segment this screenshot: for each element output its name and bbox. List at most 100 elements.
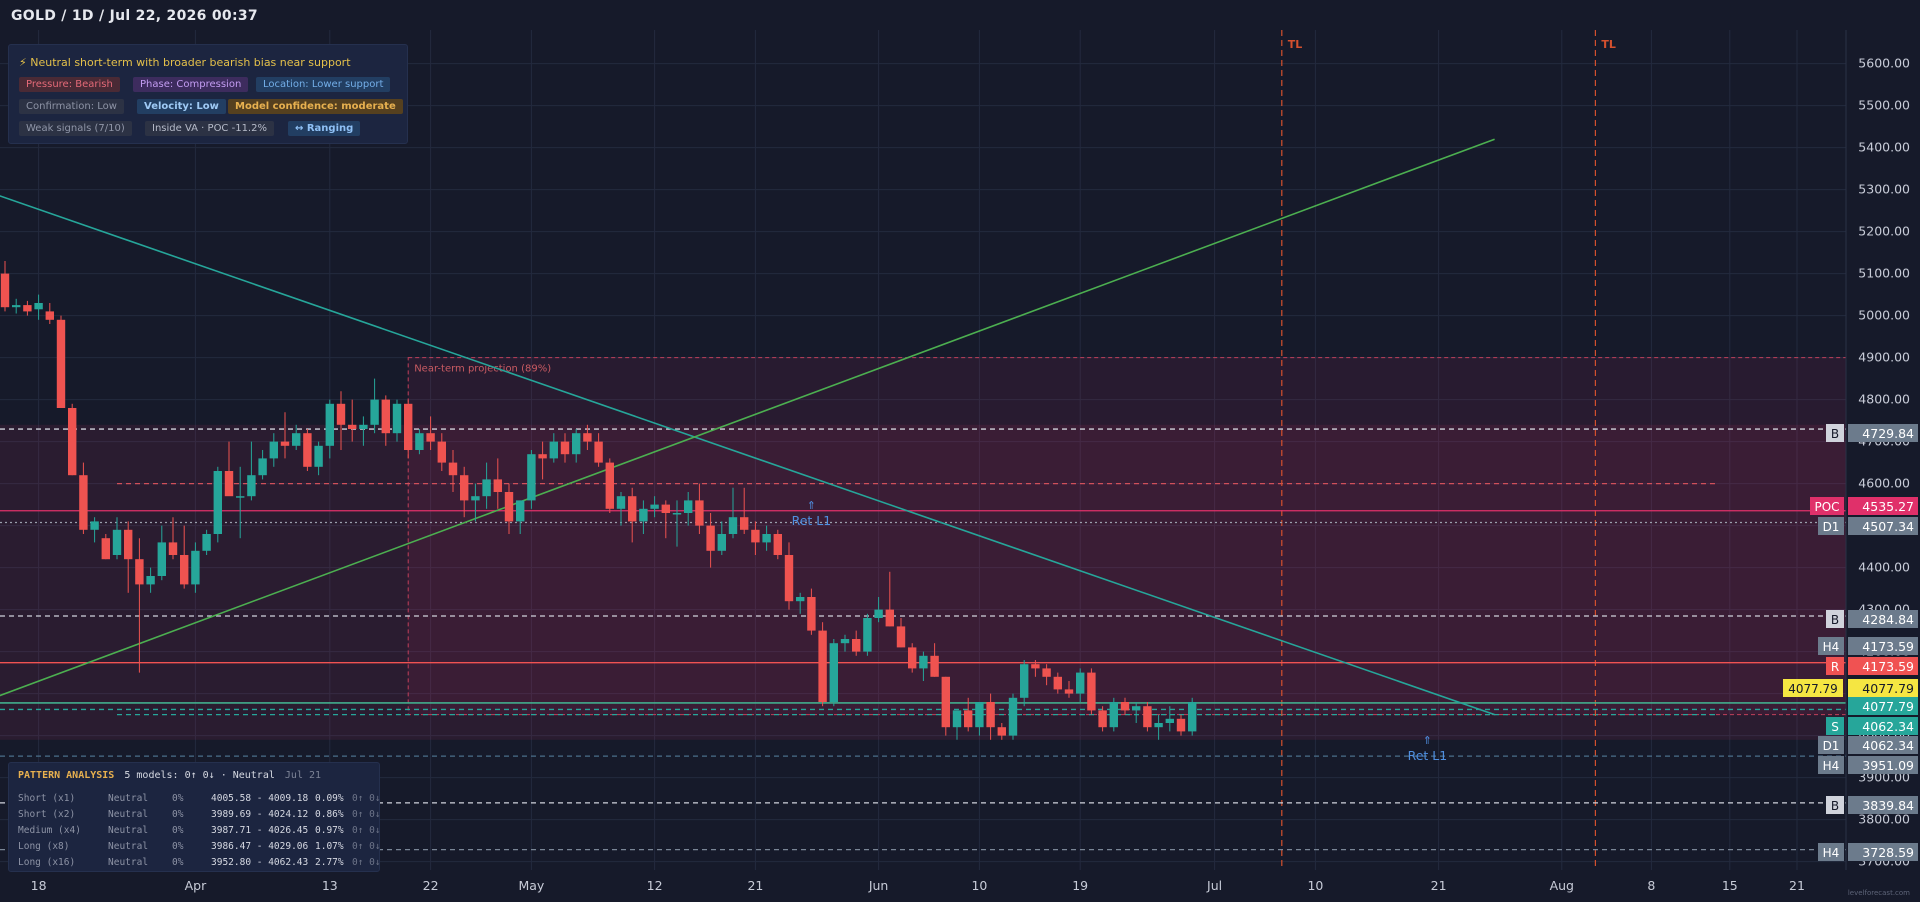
price-level-value-box (1848, 756, 1918, 774)
price-level-tag-box (1818, 637, 1844, 655)
tl-vertical-lines: TLTLTL (1281, 30, 1616, 870)
candle-body (370, 399, 379, 425)
pattern-analysis-summary: 5 models: 0↑ 0↓ · Neutral (124, 770, 275, 781)
projection-zone: Near-term projection (89%) (0, 357, 1920, 740)
price-level-value: 4507.34 (1862, 519, 1914, 534)
watermark: levelforecast.com (1848, 889, 1910, 897)
pattern-row-chg: 0.97% (315, 825, 344, 836)
candle-body (572, 433, 581, 455)
pattern-row-chg: 0.86% (315, 809, 344, 820)
annotations: ⇑Ret L1⇑Ret L1 (792, 499, 1448, 763)
pattern-row-pct: 0% (172, 809, 184, 820)
candle-body (448, 462, 458, 476)
price-level-value-box (1848, 679, 1918, 697)
candle-body (784, 555, 794, 602)
pattern-row-range: 3952.80 - 4062.43 (211, 857, 309, 868)
price-level-value-box (1848, 657, 1918, 675)
price-tick-label: 5500.00 (1858, 98, 1910, 113)
price-tick-label: 4800.00 (1858, 392, 1910, 407)
pattern-row-bias: Neutral (108, 825, 149, 836)
price-tick-label: 5600.00 (1858, 56, 1910, 71)
candle-body (1064, 689, 1074, 694)
time-tick-label: 8 (1647, 878, 1655, 893)
price-level-tag-box (1826, 796, 1844, 814)
candle-body (1154, 723, 1163, 728)
time-tick-label: 21 (1789, 878, 1805, 893)
price-tick-label: 5400.00 (1858, 140, 1910, 155)
candle-body (1053, 676, 1062, 690)
candle-body (1076, 672, 1085, 694)
signal-chip: Velocity: Low (137, 99, 226, 114)
candle-body (359, 424, 368, 429)
price-tick-label: 4600.00 (1858, 476, 1910, 491)
candle-body (684, 500, 693, 513)
candle-body (1020, 664, 1029, 698)
time-tick-label: Apr (185, 878, 207, 893)
price-level-tag-box (1818, 756, 1844, 774)
candle-body (695, 500, 704, 526)
price-level-value: 4535.27 (1862, 499, 1914, 514)
candle-body (1098, 710, 1107, 728)
candle-body (796, 597, 805, 602)
time-tick-label: 12 (647, 878, 663, 893)
price-level-value-box (1848, 424, 1918, 442)
candle-body (628, 496, 637, 522)
candle-body (202, 534, 211, 551)
signal-chip: Inside VA · POC -11.2% (145, 121, 274, 136)
candle-body (79, 475, 88, 530)
price-tick-label: 3800.00 (1858, 812, 1910, 827)
price-level-tag: H4 (1823, 640, 1840, 654)
signal-chip: ↔ Ranging (288, 121, 361, 136)
price-tick-label: 4900.00 (1858, 350, 1910, 365)
trendline (0, 195, 1495, 716)
pattern-analysis-title: PATTERN ANALYSIS (18, 770, 115, 781)
candle-body (583, 433, 592, 442)
candle-body (650, 504, 659, 509)
pattern-row-pct: 0% (172, 825, 184, 836)
candle-body (1109, 702, 1118, 728)
price-tick-label: 5100.00 (1858, 266, 1910, 281)
price-level-value-box (1848, 610, 1918, 628)
candle-body (180, 555, 189, 585)
pattern-row-votes: 0↑ 0↓ (352, 841, 381, 852)
candle-body (493, 479, 502, 492)
price-level-value-box (1848, 843, 1918, 861)
price-level-value: 4077.79 (1862, 681, 1914, 696)
candle-body (661, 504, 670, 513)
candle-body (1087, 672, 1096, 711)
candle-body (807, 597, 816, 631)
candle-body (1120, 702, 1130, 711)
candle-body (773, 534, 782, 555)
annotation-label: Ret L1 (792, 513, 832, 528)
tl-label: TL (1601, 38, 1616, 51)
signal-chip: Model confidence: moderate (228, 99, 403, 114)
price-level-value: 3839.84 (1862, 798, 1914, 813)
candle-body (0, 273, 10, 308)
projection-box (407, 357, 1920, 716)
pattern-row-bias: Neutral (108, 809, 149, 820)
price-level-tag: B (1831, 427, 1839, 441)
pattern-row-votes: 0↑ 0↓ (352, 825, 381, 836)
pattern-row-pct: 0% (172, 857, 184, 868)
price-level-value-box (1848, 717, 1918, 735)
pattern-row-votes: 0↑ 0↓ (352, 793, 381, 804)
candle-body (504, 492, 514, 522)
candle-body (1165, 718, 1174, 723)
price-level-value-box (1848, 697, 1918, 715)
annotation-arrow: ⇑ (1423, 734, 1432, 747)
pattern-row-pct: 0% (172, 793, 184, 804)
price-level-tag-box (1818, 736, 1844, 754)
price-level-tag: H4 (1823, 846, 1840, 860)
pattern-row-chg: 2.77% (315, 857, 344, 868)
price-level-value-box (1848, 497, 1918, 515)
pattern-row-range: 4005.58 - 4009.18 (211, 793, 309, 804)
price-level-value: 4173.59 (1862, 639, 1914, 654)
signal-chip: Location: Lower support (256, 77, 391, 92)
price-level-value: 4173.59 (1862, 659, 1914, 674)
projection-label: Near-term projection (89%) (414, 364, 551, 375)
candle-body (23, 305, 32, 312)
candle-body (1188, 702, 1197, 732)
candle-body (616, 496, 626, 509)
price-tick-label: 5200.00 (1858, 224, 1910, 239)
